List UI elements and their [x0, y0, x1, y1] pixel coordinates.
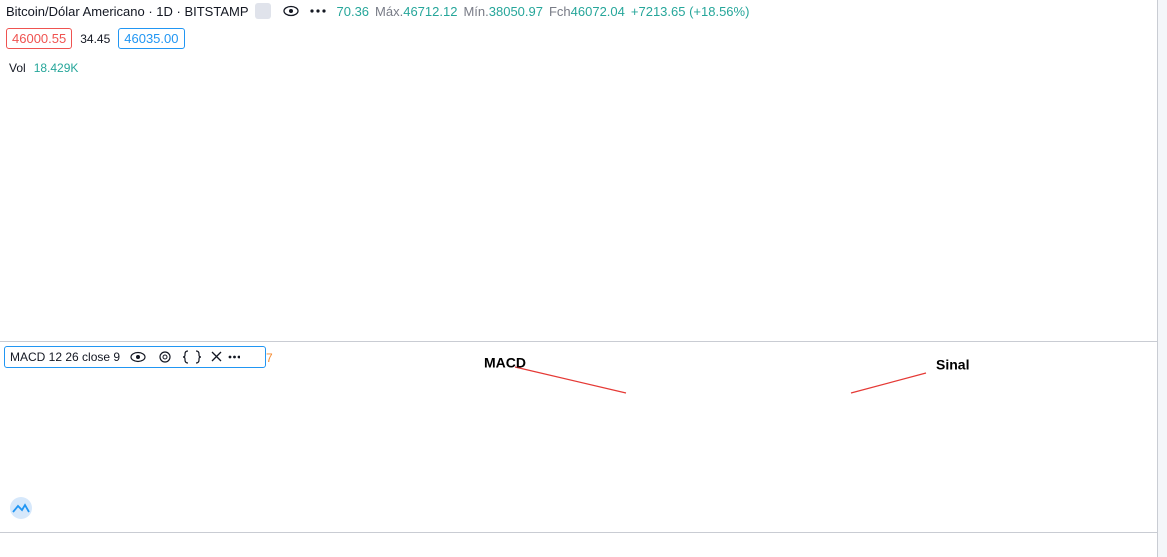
- volume-legend: Vol 18.429K: [9, 61, 78, 75]
- open-value: 70.36: [336, 3, 370, 19]
- indicator-name: MACD 12 26 close 9: [10, 350, 121, 364]
- flag-button[interactable]: [254, 3, 271, 19]
- sell-price[interactable]: 46000.55: [6, 28, 73, 49]
- more-icon[interactable]: [309, 8, 327, 14]
- indicator-icons[interactable]: [130, 349, 241, 365]
- high-value: 46712.12: [403, 3, 458, 19]
- indicator-legend[interactable]: MACD 12 26 close 9: [4, 346, 266, 368]
- annotation-arrow: [850, 372, 927, 394]
- low-label: Mín.: [463, 3, 489, 19]
- spread: 34.45: [80, 31, 111, 46]
- annotation-arrow: [514, 366, 627, 394]
- legend-header: Bitcoin/Dólar Americano · 1D · BITSTAMP …: [6, 3, 749, 19]
- low-value: 38050.97: [488, 3, 543, 19]
- order-boxes: 46000.55 34.45 46035.00: [6, 28, 185, 49]
- volume-label: Vol: [9, 61, 26, 75]
- annotation: Sinal: [936, 357, 969, 373]
- annotation: MACD: [484, 355, 526, 371]
- symbol: Bitcoin/Dólar Americano · 1D · BITSTAMP: [6, 3, 249, 19]
- close-label: Fch: [548, 3, 571, 19]
- high-label: Máx.: [375, 3, 404, 19]
- close-value: 46072.04: [570, 3, 625, 19]
- price-axis-strip: [1157, 0, 1167, 557]
- indicator-value: 7: [266, 351, 273, 365]
- eye-icon[interactable]: [282, 5, 299, 17]
- logo[interactable]: [8, 497, 34, 519]
- change-value: +7213.65 (+18.56%): [630, 3, 750, 19]
- buy-price[interactable]: 46035.00: [118, 28, 185, 49]
- volume-value: 18.429K: [33, 61, 79, 75]
